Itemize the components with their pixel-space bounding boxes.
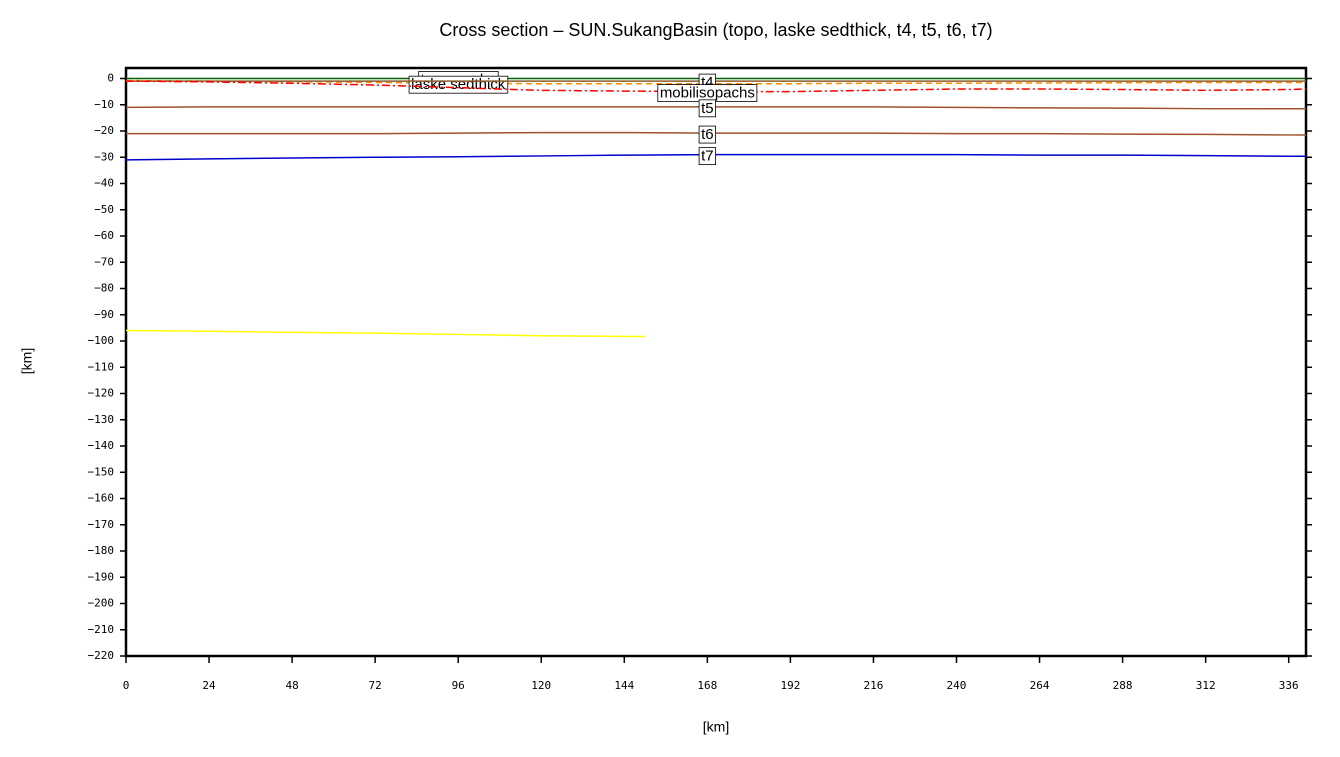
series-label: laske sedthick bbox=[408, 75, 509, 94]
y-tick-label: −110 bbox=[88, 360, 115, 373]
y-tick-label: −90 bbox=[94, 308, 114, 321]
y-tick-label: −140 bbox=[88, 439, 115, 452]
y-tick-label: −80 bbox=[94, 282, 114, 295]
x-axis-label: [km] bbox=[703, 719, 729, 735]
y-tick-label: −40 bbox=[94, 177, 114, 190]
x-tick-label: 192 bbox=[780, 679, 800, 692]
y-tick-label: −170 bbox=[88, 518, 115, 531]
y-tick-label: −120 bbox=[88, 387, 115, 400]
series-label-box bbox=[698, 147, 717, 165]
y-axis-label: [km] bbox=[19, 348, 35, 374]
series-line bbox=[125, 329, 646, 338]
chart-title: Cross section – SUN.SukangBasin (topo, l… bbox=[439, 20, 992, 40]
series-label-text: mobilisopachs bbox=[660, 85, 755, 102]
series-label: mobilisopachs bbox=[657, 84, 758, 102]
x-tick-label: 48 bbox=[285, 679, 298, 692]
x-tick-label: 168 bbox=[697, 679, 717, 692]
plot-frame bbox=[124, 66, 1308, 658]
series-label-text: t5 bbox=[701, 100, 714, 117]
y-tick-label: −210 bbox=[88, 623, 115, 636]
x-tick-label: 120 bbox=[531, 679, 551, 692]
y-tick-label: −150 bbox=[88, 465, 115, 478]
series-label: t7 bbox=[698, 147, 717, 165]
series-label-box bbox=[698, 125, 717, 144]
series-label: t6 bbox=[698, 125, 717, 144]
y-tick-label: −160 bbox=[88, 492, 115, 505]
y-tick-label: −70 bbox=[94, 255, 114, 268]
x-tick-label: 312 bbox=[1196, 679, 1216, 692]
x-tick-label: 336 bbox=[1279, 679, 1299, 692]
y-tick-label: −20 bbox=[94, 124, 114, 137]
y-tick-label: −190 bbox=[88, 570, 115, 583]
series-line bbox=[125, 153, 1306, 161]
y-tick-label: −220 bbox=[88, 649, 115, 662]
y-tick-label: −60 bbox=[94, 229, 114, 242]
x-tick-label: 216 bbox=[864, 679, 884, 692]
series-label: t5 bbox=[698, 99, 717, 118]
x-tick-label: 0 bbox=[123, 679, 130, 692]
y-tick-label: −50 bbox=[94, 203, 114, 216]
series-label-text: laske sedthick bbox=[411, 76, 506, 93]
series-line bbox=[125, 79, 1306, 85]
y-tick-label: −30 bbox=[94, 150, 114, 163]
x-tick-label: 144 bbox=[614, 679, 634, 692]
series-line bbox=[125, 106, 1306, 110]
series-label-text: t7 bbox=[701, 148, 714, 165]
x-tick-label: 24 bbox=[202, 679, 216, 692]
x-tick-label: 288 bbox=[1113, 679, 1133, 692]
y-tick-label: 0 bbox=[107, 72, 114, 85]
x-tick-label: 264 bbox=[1030, 679, 1050, 692]
series-label-box bbox=[698, 99, 717, 118]
series-label-text: t6 bbox=[701, 126, 714, 143]
series-line bbox=[126, 131, 1306, 136]
y-tick-label: −200 bbox=[88, 597, 115, 610]
y-tick-label: −100 bbox=[88, 334, 115, 347]
x-tick-label: 240 bbox=[947, 679, 967, 692]
x-tick-label: 72 bbox=[369, 679, 382, 692]
y-tick-label: −130 bbox=[88, 413, 115, 426]
y-tick-label: −180 bbox=[88, 544, 115, 557]
y-tick-label: −10 bbox=[94, 98, 114, 111]
x-tick-label: 96 bbox=[452, 679, 465, 692]
